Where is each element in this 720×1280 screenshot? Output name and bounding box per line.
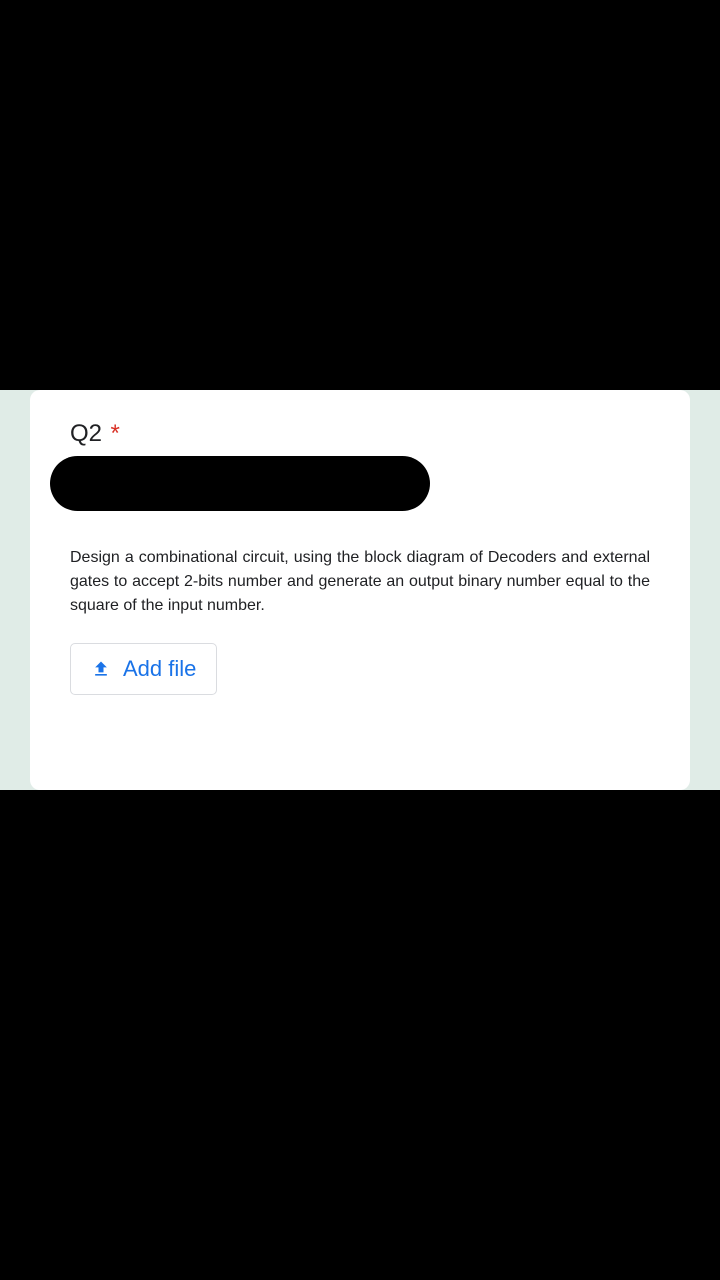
add-file-label: Add file xyxy=(123,656,196,682)
question-header: Q2 * xyxy=(70,420,650,448)
add-file-button[interactable]: Add file xyxy=(70,643,217,695)
question-card: Q2 * Design a combinational circuit, usi… xyxy=(30,390,690,790)
question-body: Design a combinational circuit, using th… xyxy=(70,546,650,618)
redaction-block xyxy=(50,456,430,511)
upload-icon xyxy=(91,659,111,679)
required-asterisk: * xyxy=(110,420,119,447)
form-container: Q2 * Design a combinational circuit, usi… xyxy=(0,390,720,790)
question-title: Q2 xyxy=(70,420,102,447)
